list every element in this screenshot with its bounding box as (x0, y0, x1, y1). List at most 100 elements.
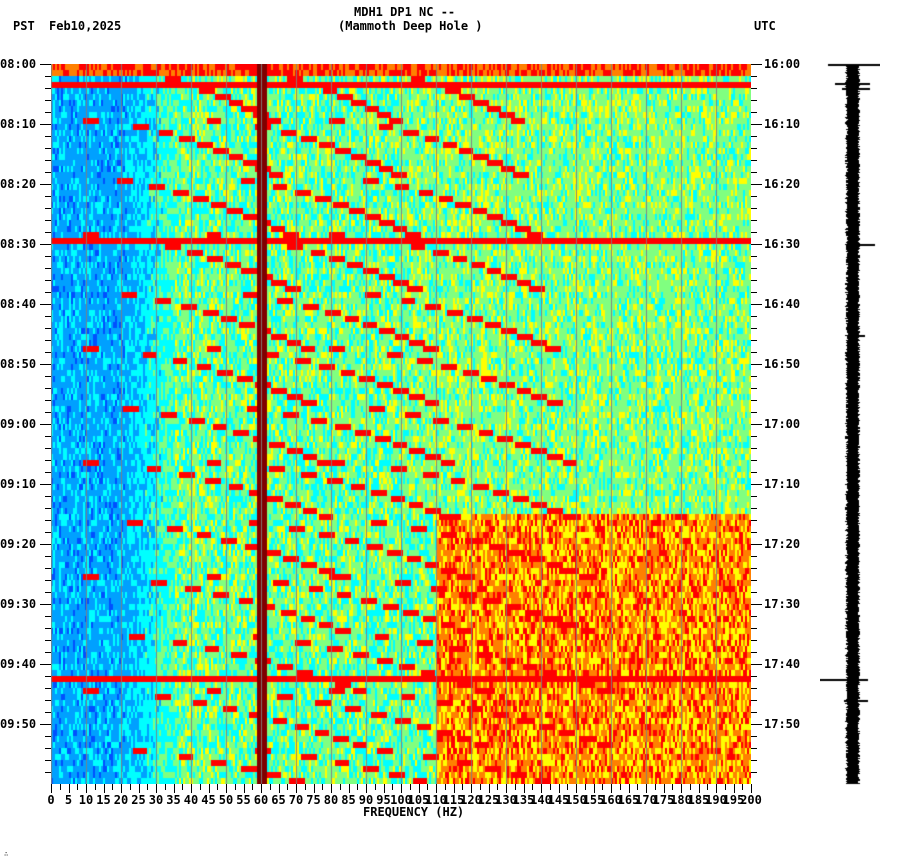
x-tick (733, 784, 735, 793)
x-tick (654, 784, 656, 790)
y-tick-right (751, 568, 757, 569)
y-tick-left (45, 676, 51, 677)
y-tick-left (45, 400, 51, 401)
x-tick (742, 784, 744, 790)
x-tick (628, 784, 630, 793)
y-tick-right (751, 208, 757, 209)
x-tick-label: 130 (495, 793, 517, 807)
y-tick-left (45, 376, 51, 377)
x-tick-label: 135 (512, 793, 535, 807)
x-tick (112, 784, 114, 790)
x-tick-label: 145 (547, 793, 570, 807)
y-tick-label-left: 09:20 (0, 537, 37, 551)
x-tick-label: 65 (271, 793, 286, 807)
y-tick-right (751, 712, 757, 713)
x-tick (479, 784, 481, 790)
y-tick-label-left: 08:10 (0, 117, 37, 131)
x-tick (611, 784, 612, 793)
x-tick (339, 784, 341, 790)
right-timezone-label: UTC (754, 19, 776, 33)
y-tick-right (751, 172, 757, 173)
y-tick-label-left: 09:30 (0, 597, 37, 611)
x-tick-label: 55 (236, 793, 251, 807)
y-tick-left (45, 748, 51, 749)
x-tick-label: 120 (460, 793, 482, 807)
y-tick-label-left: 08:40 (0, 297, 37, 311)
x-tick (374, 784, 376, 790)
y-tick-left (40, 664, 51, 665)
x-tick-label: 165 (617, 793, 640, 807)
x-tick-label: 40 (183, 793, 199, 807)
x-tick (418, 784, 420, 793)
y-tick-left (45, 316, 51, 317)
y-tick-label-right: 16:00 (764, 57, 801, 71)
y-tick-left (45, 472, 51, 473)
y-tick-left (45, 76, 51, 77)
y-tick-left (40, 124, 51, 125)
x-tick-label: 20 (113, 793, 129, 807)
y-tick-left (45, 712, 51, 713)
y-tick-left (45, 352, 51, 353)
y-tick-right (751, 64, 762, 65)
y-tick-label-right: 17:10 (764, 477, 801, 491)
x-tick (593, 784, 595, 793)
y-tick-right (751, 424, 762, 425)
x-tick (462, 784, 464, 790)
y-tick-right (751, 604, 762, 605)
y-tick-left (45, 496, 51, 497)
y-tick-left (45, 160, 51, 161)
y-tick-label-right: 16:10 (764, 117, 801, 131)
y-tick-right (751, 124, 762, 125)
y-tick-left (45, 112, 51, 113)
y-tick-right (751, 256, 757, 257)
y-tick-label-right: 16:30 (764, 237, 801, 251)
y-tick-left (45, 760, 51, 761)
x-tick (191, 784, 192, 793)
y-tick-right (751, 616, 757, 617)
y-tick-label-left: 09:00 (0, 417, 37, 431)
x-tick (331, 784, 332, 793)
x-tick (182, 784, 184, 790)
y-tick-right (751, 280, 757, 281)
x-tick (444, 784, 446, 790)
x-tick (409, 784, 411, 790)
y-tick-right (751, 508, 757, 509)
y-tick-right (751, 388, 757, 389)
y-tick-label-right: 17:30 (764, 597, 801, 611)
x-tick-label: 15 (96, 793, 111, 807)
x-tick (156, 784, 157, 793)
x-tick-label: 190 (705, 793, 727, 807)
y-tick-right (751, 460, 757, 461)
y-tick-left (40, 604, 51, 605)
x-tick-label: 60 (253, 793, 269, 807)
x-tick (436, 784, 437, 793)
y-tick-right (751, 196, 757, 197)
x-tick (401, 784, 402, 793)
y-tick-right (751, 688, 757, 689)
y-tick-left (45, 460, 51, 461)
y-tick-left (45, 280, 51, 281)
x-tick (567, 784, 569, 790)
x-tick-label: 185 (687, 793, 710, 807)
y-tick-right (751, 304, 762, 305)
x-tick (724, 784, 726, 790)
x-tick (278, 784, 280, 793)
x-tick (637, 784, 639, 790)
y-tick-right (751, 316, 757, 317)
y-tick-right (751, 484, 762, 485)
y-tick-right (751, 640, 757, 641)
y-tick-right (751, 700, 757, 701)
x-tick-label: 75 (306, 793, 321, 807)
y-tick-right (751, 112, 757, 113)
y-tick-right (751, 520, 757, 521)
x-tick (541, 784, 542, 793)
date-label: Feb10,2025 (49, 19, 122, 33)
x-tick (689, 784, 691, 790)
x-tick (576, 784, 577, 793)
y-tick-right (751, 472, 757, 473)
x-tick (164, 784, 166, 790)
x-tick (296, 784, 297, 793)
x-tick (584, 784, 586, 790)
x-tick (523, 784, 525, 793)
x-tick-label: 100 (390, 793, 412, 807)
